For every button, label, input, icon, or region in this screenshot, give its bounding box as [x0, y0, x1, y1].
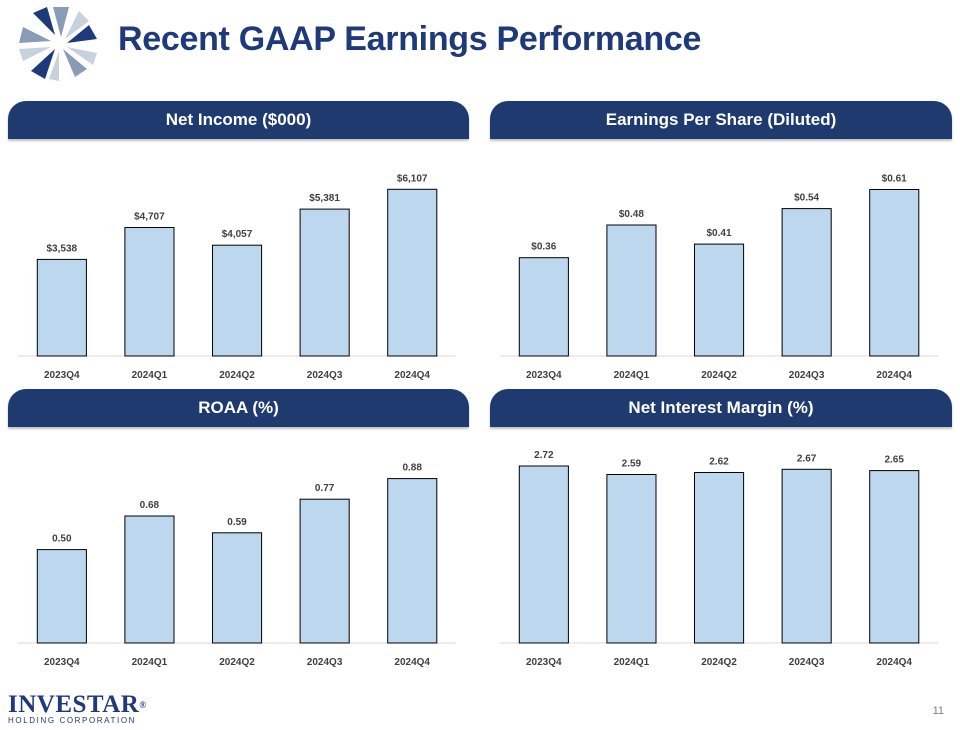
- eps-value-label: $0.41: [706, 228, 731, 239]
- roaa-category-label: 2023Q4: [44, 657, 80, 668]
- net-income-bar: [212, 244, 263, 357]
- eps-value-label: $0.54: [794, 193, 819, 204]
- nim-bar: [606, 474, 657, 644]
- eps-category-label: 2024Q2: [701, 370, 737, 381]
- company-logo-icon: [19, 7, 97, 81]
- eps-bar: [694, 243, 745, 357]
- roaa-bar: [212, 532, 263, 644]
- roaa-bar: [124, 515, 175, 644]
- roaa-category-label: 2024Q3: [307, 657, 343, 668]
- roaa-category-label: 2024Q2: [219, 657, 255, 668]
- net-income-bar: [124, 227, 175, 357]
- nim-bar: [518, 465, 569, 644]
- page-title: Recent GAAP Earnings Performance: [118, 20, 702, 58]
- nim-category-label: 2024Q2: [701, 657, 737, 668]
- roaa-bar: [387, 478, 438, 644]
- nim-value-label: 2.72: [534, 450, 554, 461]
- roaa-value-label: 0.88: [402, 463, 422, 474]
- nim-value-label: 2.59: [622, 459, 642, 470]
- net-income-category-label: 2024Q1: [132, 370, 168, 381]
- eps-category-label: 2024Q1: [614, 370, 650, 381]
- eps-value-label: $0.61: [882, 174, 907, 185]
- eps-value-label: $0.48: [619, 209, 644, 220]
- panel-header-nim: Net Interest Margin (%): [490, 389, 952, 427]
- eps-category-label: 2023Q4: [526, 370, 562, 381]
- roaa-category-label: 2024Q1: [132, 657, 168, 668]
- nim-category-label: 2024Q1: [614, 657, 650, 668]
- nim-value-label: 2.67: [797, 453, 817, 464]
- net-income-bar: [36, 258, 87, 357]
- roaa-category-label: 2024Q4: [394, 657, 430, 668]
- roaa-value-label: 0.59: [227, 517, 247, 528]
- registered-mark: ®: [139, 700, 147, 710]
- nim-value-label: 2.62: [709, 457, 729, 468]
- panel-header-roaa: ROAA (%): [8, 389, 469, 427]
- footer-logo: INVESTAR® HOLDING CORPORATION: [8, 691, 147, 725]
- nim-bar: [694, 472, 745, 644]
- footer-brand-name: INVESTAR: [8, 691, 140, 718]
- net-income-category-label: 2024Q4: [394, 370, 430, 381]
- nim-category-label: 2023Q4: [526, 657, 562, 668]
- footer-subtitle: HOLDING CORPORATION: [8, 716, 137, 725]
- eps-bar: [869, 189, 920, 357]
- roaa-bar: [299, 498, 350, 644]
- net-income-bar: [299, 208, 350, 357]
- net-income-category-label: 2023Q4: [44, 370, 80, 381]
- net-income-category-label: 2024Q3: [307, 370, 343, 381]
- net-income-value-label: $4,057: [222, 229, 253, 240]
- roaa-value-label: 0.68: [140, 500, 160, 511]
- panel-header-eps: Earnings Per Share (Diluted): [490, 101, 952, 139]
- eps-bar: [781, 208, 832, 357]
- page-number: 11: [932, 705, 944, 717]
- nim-category-label: 2024Q4: [876, 657, 912, 668]
- roaa-value-label: 0.50: [52, 534, 72, 545]
- net-income-bar: [387, 188, 438, 357]
- eps-category-label: 2024Q4: [876, 370, 912, 381]
- net-income-category-label: 2024Q2: [219, 370, 255, 381]
- nim-value-label: 2.65: [884, 455, 904, 466]
- eps-category-label: 2024Q3: [789, 370, 825, 381]
- net-income-value-label: $6,107: [397, 173, 428, 184]
- eps-bar: [518, 257, 569, 357]
- roaa-bar: [36, 549, 87, 644]
- roaa-value-label: 0.77: [315, 483, 335, 494]
- nim-bar: [869, 470, 920, 644]
- panel-header-net-income: Net Income ($000): [8, 101, 469, 139]
- nim-category-label: 2024Q3: [789, 657, 825, 668]
- net-income-value-label: $5,381: [309, 193, 340, 204]
- nim-bar: [781, 468, 832, 644]
- eps-bar: [606, 224, 657, 357]
- eps-value-label: $0.36: [531, 242, 556, 253]
- net-income-value-label: $4,707: [134, 212, 165, 223]
- net-income-value-label: $3,538: [47, 243, 78, 254]
